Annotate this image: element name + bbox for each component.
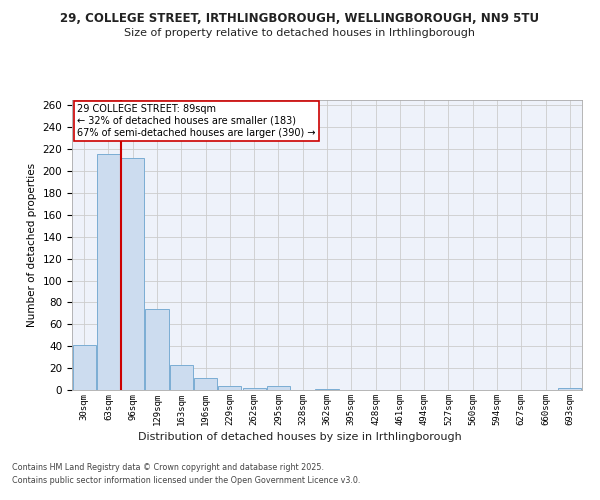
Bar: [218, 386, 241, 390]
Text: Size of property relative to detached houses in Irthlingborough: Size of property relative to detached ho…: [125, 28, 476, 38]
Bar: [242, 388, 266, 390]
Bar: [559, 388, 581, 390]
Text: 29, COLLEGE STREET, IRTHLINGBOROUGH, WELLINGBOROUGH, NN9 5TU: 29, COLLEGE STREET, IRTHLINGBOROUGH, WEL…: [61, 12, 539, 26]
Bar: [73, 345, 95, 390]
Bar: [145, 309, 169, 390]
Bar: [316, 389, 338, 390]
Bar: [170, 365, 193, 390]
Bar: [97, 154, 120, 390]
Text: Distribution of detached houses by size in Irthlingborough: Distribution of detached houses by size …: [138, 432, 462, 442]
Text: Contains public sector information licensed under the Open Government Licence v3: Contains public sector information licen…: [12, 476, 361, 485]
Bar: [121, 158, 144, 390]
Text: Contains HM Land Registry data © Crown copyright and database right 2025.: Contains HM Land Registry data © Crown c…: [12, 464, 324, 472]
Bar: [267, 386, 290, 390]
Y-axis label: Number of detached properties: Number of detached properties: [27, 163, 37, 327]
Bar: [194, 378, 217, 390]
Text: 29 COLLEGE STREET: 89sqm
← 32% of detached houses are smaller (183)
67% of semi-: 29 COLLEGE STREET: 89sqm ← 32% of detach…: [77, 104, 316, 138]
